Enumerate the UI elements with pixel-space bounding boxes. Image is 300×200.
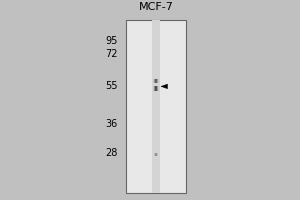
Bar	[126, 20, 186, 193]
Text: 36: 36	[105, 119, 117, 129]
Text: 28: 28	[105, 148, 117, 158]
Text: 55: 55	[105, 81, 117, 91]
Text: 72: 72	[105, 49, 117, 59]
Text: MCF-7: MCF-7	[139, 2, 173, 12]
Polygon shape	[161, 84, 167, 89]
Text: 95: 95	[105, 36, 117, 46]
Bar	[152, 20, 160, 193]
